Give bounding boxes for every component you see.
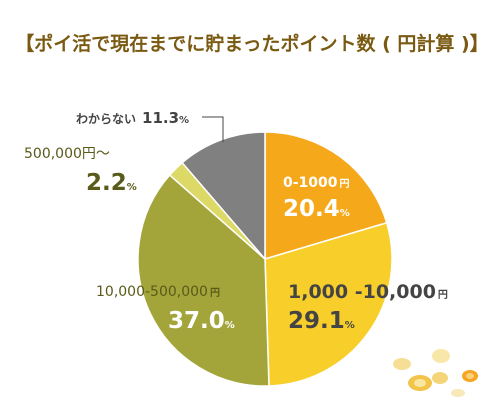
label-500000-over: 500,000円～ xyxy=(24,146,110,162)
pie-slices xyxy=(137,131,393,387)
pie-slice-4 xyxy=(181,131,266,262)
label-0-1000: 0-1000 円 xyxy=(283,175,350,191)
coins-decoration-icon xyxy=(393,349,478,397)
pie-slice-0 xyxy=(264,131,388,261)
label-10000-500000: 10,000-500,000 円 xyxy=(96,284,220,300)
pct-500000-over: 2.2% xyxy=(86,170,137,196)
pct-0-1000: 20.4% xyxy=(283,196,350,222)
pct-10000-500000: 37.0% xyxy=(168,308,235,334)
label-unknown: わからない 11.3% xyxy=(76,109,189,127)
pct-1000-10000: 29.1% xyxy=(288,308,355,334)
pie-slice-1 xyxy=(264,221,393,387)
chart-title: 【ポイ活で現在までに貯まったポイント数 ( 円計算 )】 xyxy=(15,32,488,55)
pie-slice-2 xyxy=(137,173,270,387)
leader-line xyxy=(202,116,224,142)
label-1000-10000: 1,000 -10,000 円 xyxy=(288,281,448,303)
